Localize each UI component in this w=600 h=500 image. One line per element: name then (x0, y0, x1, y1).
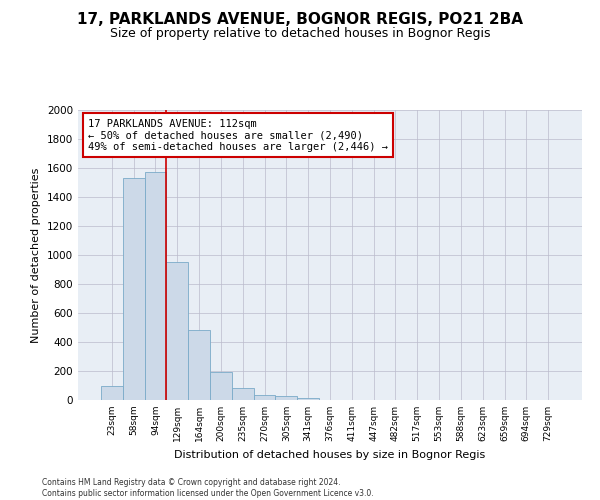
X-axis label: Distribution of detached houses by size in Bognor Regis: Distribution of detached houses by size … (175, 450, 485, 460)
Text: 17, PARKLANDS AVENUE, BOGNOR REGIS, PO21 2BA: 17, PARKLANDS AVENUE, BOGNOR REGIS, PO21… (77, 12, 523, 28)
Text: Size of property relative to detached houses in Bognor Regis: Size of property relative to detached ho… (110, 28, 490, 40)
Bar (232, 388, 254, 400)
Text: 17 PARKLANDS AVENUE: 112sqm
← 50% of detached houses are smaller (2,490)
49% of : 17 PARKLANDS AVENUE: 112sqm ← 50% of det… (88, 118, 388, 152)
Bar (297, 398, 319, 400)
Bar (145, 172, 166, 400)
Bar (166, 262, 188, 400)
Y-axis label: Number of detached properties: Number of detached properties (31, 168, 41, 342)
Bar (123, 178, 145, 400)
Bar (254, 395, 275, 400)
Bar (210, 372, 232, 400)
Bar (188, 330, 210, 400)
Text: Contains HM Land Registry data © Crown copyright and database right 2024.
Contai: Contains HM Land Registry data © Crown c… (42, 478, 374, 498)
Bar (101, 386, 123, 400)
Bar (275, 396, 297, 400)
